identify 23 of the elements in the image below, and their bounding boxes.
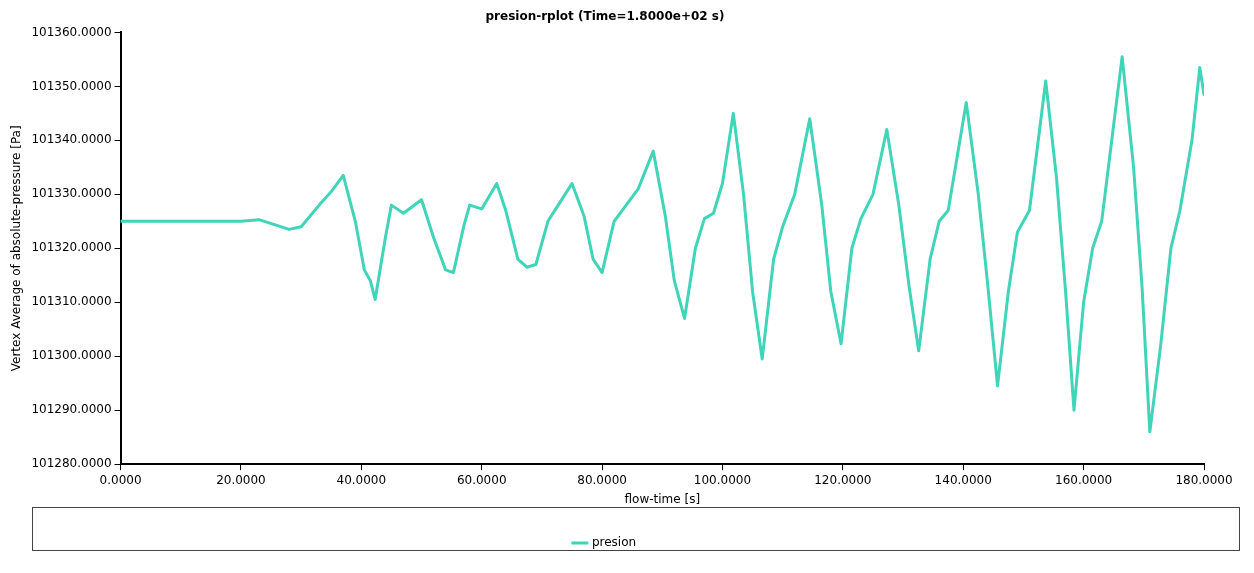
y-tick-label: 101320.0000 [31, 240, 112, 255]
y-axis-title: Vertex Average of absolute-pressure [Pa] [9, 125, 24, 372]
x-tick-label: 80.0000 [577, 472, 627, 487]
x-tick-label: 0.0000 [99, 472, 142, 487]
x-tick-label: 160.0000 [1054, 472, 1113, 487]
x-tick-label: 120.0000 [814, 472, 872, 487]
y-tick-label: 101290.0000 [31, 402, 112, 417]
y-tick-label: 101350.0000 [31, 78, 112, 93]
x-tick-label: 20.0000 [216, 472, 266, 487]
x-tick-label: 40.0000 [336, 472, 387, 487]
x-tick-label: 60.0000 [456, 472, 507, 487]
x-tick-label: 180.0000 [1175, 472, 1233, 487]
legend-label: presion [591, 535, 637, 550]
y-tick-label: 101340.0000 [31, 132, 112, 147]
y-tick-label: 101300.0000 [31, 348, 112, 363]
y-tick-label: 101280.0000 [31, 456, 112, 471]
x-tick-label: 140.0000 [934, 472, 992, 487]
y-tick-label: 101360.0000 [31, 24, 112, 39]
x-tick-label: 100.0000 [693, 472, 752, 487]
y-tick-label: 101310.0000 [31, 294, 112, 309]
x-axis-title: flow-time [s] [624, 491, 701, 506]
chart-title: presion-rplot (Time=1.8000e+02 s) [485, 9, 725, 24]
y-tick-label: 101330.0000 [31, 186, 112, 201]
